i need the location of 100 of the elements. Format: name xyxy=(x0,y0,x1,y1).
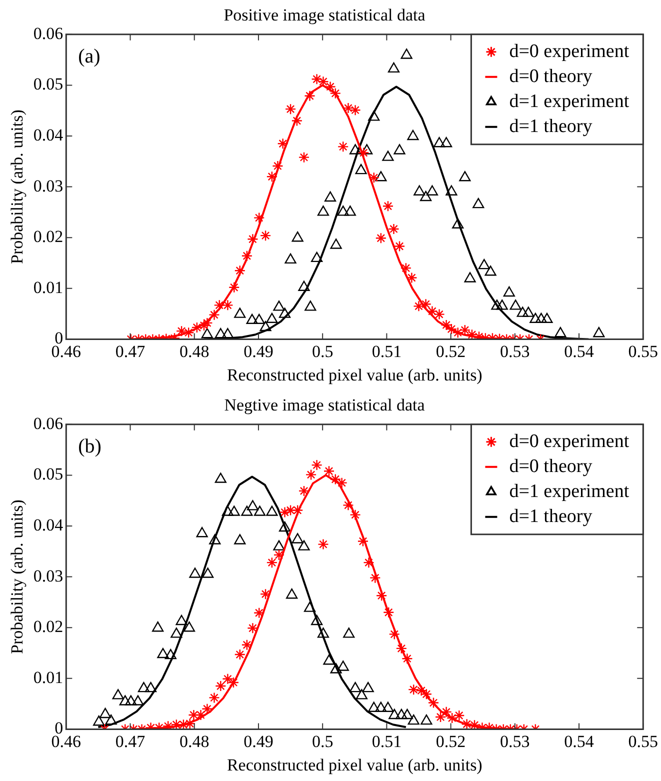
y-tick-label: 0.03 xyxy=(33,176,64,196)
point xyxy=(535,312,547,323)
point xyxy=(394,144,406,154)
x-tick-label: 0.52 xyxy=(436,732,466,751)
point xyxy=(361,144,373,154)
point xyxy=(516,306,528,317)
point xyxy=(241,506,253,516)
point xyxy=(99,708,112,718)
point xyxy=(530,312,542,323)
y-tick-label: 0.06 xyxy=(33,414,64,433)
point xyxy=(273,300,285,311)
point xyxy=(170,628,182,638)
point xyxy=(324,191,336,202)
point xyxy=(164,648,176,660)
point xyxy=(396,708,408,720)
y-axis-title: Probability (arb. units) xyxy=(8,500,27,654)
point xyxy=(298,280,310,291)
point xyxy=(510,300,522,310)
x-tick-label: 0.47 xyxy=(115,342,146,361)
y-tick-label: 0.05 xyxy=(33,74,64,94)
point xyxy=(362,682,374,692)
y-tick-label: 0.01 xyxy=(33,278,64,297)
point xyxy=(311,614,323,626)
point xyxy=(496,300,508,310)
point xyxy=(484,266,496,276)
legend-label: d=0 theory xyxy=(509,66,593,87)
point xyxy=(401,708,414,720)
y-tick-label: 0.06 xyxy=(33,24,64,43)
chart-title: Positive image statistical data xyxy=(224,6,426,25)
point xyxy=(278,521,291,532)
x-tick-label: 0.55 xyxy=(628,342,658,361)
point xyxy=(201,328,213,338)
point xyxy=(408,714,420,725)
point xyxy=(189,568,201,578)
point xyxy=(330,663,342,674)
point xyxy=(266,506,278,516)
point xyxy=(440,137,452,148)
point xyxy=(464,272,476,282)
point xyxy=(593,327,605,338)
point xyxy=(176,614,188,626)
legend-label: d=1 experiment xyxy=(509,90,630,112)
point xyxy=(144,682,157,692)
y-tick-label: 0.05 xyxy=(33,464,64,484)
point xyxy=(426,185,438,196)
point xyxy=(368,110,380,121)
point xyxy=(125,695,137,706)
point xyxy=(196,527,208,538)
y-tick-label: 0.04 xyxy=(33,125,64,144)
y-tick-label: 0.01 xyxy=(33,668,64,687)
y-axis-title: Probability (arb. units) xyxy=(8,110,27,264)
point xyxy=(266,312,278,323)
point xyxy=(337,660,349,671)
point xyxy=(478,258,490,270)
point xyxy=(368,702,380,712)
x-tick-label: 0.51 xyxy=(372,342,402,361)
point xyxy=(452,218,464,228)
annotation: (b) xyxy=(78,435,102,458)
point xyxy=(433,137,446,148)
point xyxy=(388,708,400,720)
point xyxy=(246,500,258,510)
x-tick-label: 0.48 xyxy=(179,342,210,361)
point xyxy=(214,328,226,338)
point xyxy=(93,715,105,726)
point xyxy=(323,654,335,665)
point xyxy=(183,622,196,632)
point xyxy=(132,695,144,706)
y-tick-label: 0.02 xyxy=(33,617,64,636)
point xyxy=(234,534,246,544)
legend-label: d=0 experiment xyxy=(509,430,630,452)
point xyxy=(344,206,356,216)
point xyxy=(522,306,534,317)
x-tick-label: 0.48 xyxy=(179,732,210,751)
point xyxy=(343,628,355,638)
x-tick-label: 0.55 xyxy=(628,732,658,751)
x-axis-title: Reconstructed pixel value (arb. units) xyxy=(226,365,482,384)
point xyxy=(491,300,503,310)
point xyxy=(222,328,234,338)
point xyxy=(356,689,368,700)
point xyxy=(152,622,164,632)
point xyxy=(446,185,458,196)
point xyxy=(273,540,285,550)
x-tick-label: 0.5 xyxy=(312,732,334,751)
point xyxy=(286,588,298,599)
x-tick-label: 0.53 xyxy=(500,732,530,751)
point xyxy=(214,472,226,483)
point xyxy=(311,252,323,262)
point xyxy=(112,689,124,700)
point xyxy=(472,198,484,208)
point xyxy=(317,206,330,216)
point xyxy=(246,314,258,324)
legend-label: d=0 experiment xyxy=(509,40,630,62)
x-tick-label: 0.51 xyxy=(372,732,402,751)
point xyxy=(337,206,349,216)
point xyxy=(375,702,387,712)
point xyxy=(355,164,367,174)
point xyxy=(234,308,246,318)
x-tick-label: 0.54 xyxy=(564,342,594,361)
y-tick-label: 0.04 xyxy=(33,515,64,534)
point xyxy=(292,232,304,242)
point xyxy=(304,602,316,612)
